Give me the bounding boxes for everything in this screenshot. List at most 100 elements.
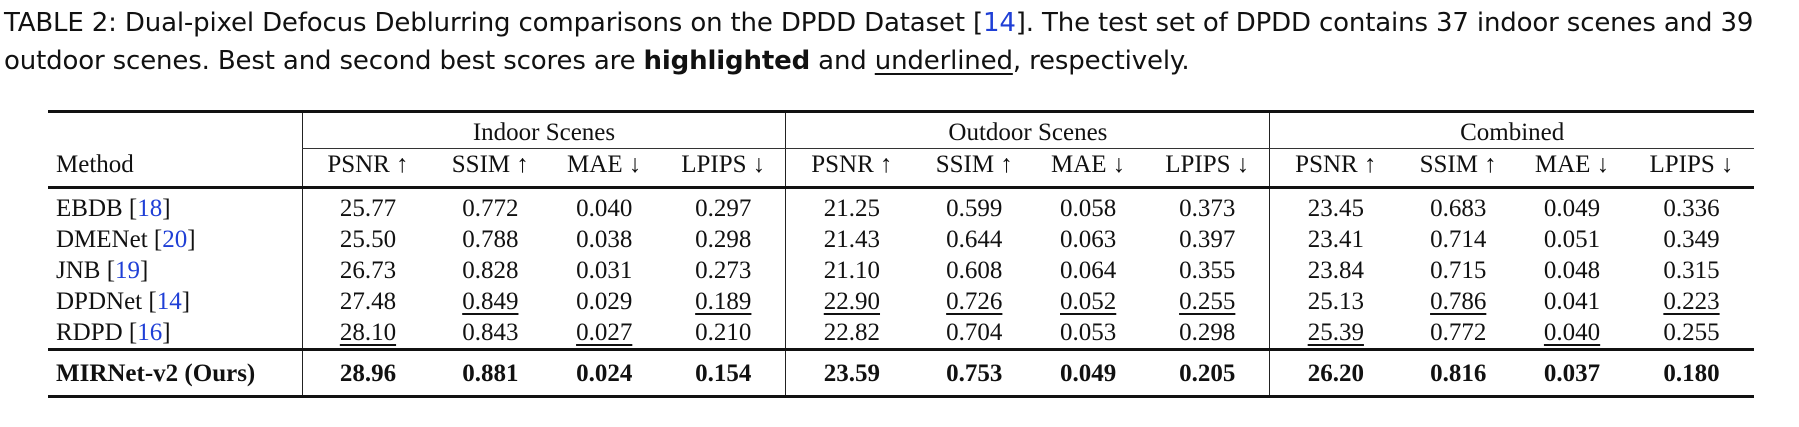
score-value: 0.849 <box>462 288 519 315</box>
score-value: 0.255 <box>1663 319 1720 346</box>
method-name: DMENet [20] <box>48 224 302 255</box>
score-value: 0.064 <box>1060 257 1117 284</box>
method-label: EBDB [ <box>56 195 138 222</box>
group-header-combined: Combined <box>1269 110 1754 149</box>
score-value: 0.704 <box>946 319 1003 346</box>
score-cell: 0.714 <box>1401 224 1515 255</box>
score-cell: 0.772 <box>433 186 548 224</box>
caption-text-4: , respectively. <box>1012 46 1190 76</box>
group-header-indoor: Indoor Scenes <box>301 110 786 149</box>
score-cell: 0.027 <box>547 317 661 350</box>
score-value: 22.90 <box>823 288 881 315</box>
score-cell: 0.052 <box>1031 286 1145 317</box>
score-value: 0.298 <box>1179 319 1236 346</box>
score-cell: 23.84 <box>1269 255 1402 286</box>
score-value: 25.39 <box>1307 319 1364 346</box>
score-cell: 25.77 <box>301 186 434 224</box>
metric-header-mae: MAE ↓ <box>1050 151 1126 178</box>
score-value: 0.041 <box>1543 288 1601 315</box>
score-cell: 0.608 <box>917 255 1031 286</box>
score-value: 0.223 <box>1663 288 1720 315</box>
method-header-spacer <box>48 110 303 149</box>
score-cell: 0.049 <box>1515 186 1629 224</box>
score-value: 0.297 <box>695 195 752 222</box>
citation-close: ] <box>162 319 171 346</box>
score-value: 0.772 <box>462 195 519 222</box>
score-cell-ours: 0.154 <box>661 348 786 397</box>
score-value: 0.355 <box>1179 257 1236 284</box>
table-row: EBDB [18] 25.77 0.772 0.040 0.297 21.25 0.599 0… <box>48 186 1754 224</box>
score-cell: 22.90 <box>785 286 918 317</box>
score-value: 23.84 <box>1307 257 1364 284</box>
caption-citation-link[interactable]: 14 <box>982 8 1016 38</box>
caption-text-3: and <box>810 46 875 76</box>
group-header-outdoor: Outdoor Scenes <box>785 110 1270 149</box>
score-cell: 0.273 <box>661 255 786 286</box>
score-cell: 22.82 <box>785 317 918 350</box>
metric-header-ssim: SSIM ↑ <box>451 151 529 178</box>
score-value: 0.349 <box>1663 226 1720 253</box>
score-value: 21.25 <box>823 195 881 222</box>
metric-header-ssim: SSIM ↑ <box>1419 151 1497 178</box>
score-cell-ours: 0.024 <box>547 348 662 397</box>
results-table: Indoor Scenes Outdoor Scenes Combined Me… <box>48 110 1754 398</box>
score-cell: 27.48 <box>301 286 434 317</box>
score-cell: 0.373 <box>1145 186 1270 224</box>
score-cell: 25.13 <box>1269 286 1402 317</box>
metric-header-row: Method PSNR ↑ SSIM ↑ MAE ↓ LPIPS ↓ PSNR … <box>48 148 1754 188</box>
score-cell-ours: 0.205 <box>1145 348 1270 397</box>
score-cell: 0.058 <box>1031 186 1146 224</box>
score-value: 0.063 <box>1060 226 1117 253</box>
score-value: 0.273 <box>695 257 752 284</box>
method-label: RDPD [ <box>56 319 138 346</box>
score-cell: 0.644 <box>917 224 1031 255</box>
caption-underlined-word: underlined <box>874 46 1013 76</box>
metric-header-lpips: LPIPS ↓ <box>1649 151 1734 178</box>
score-value: 0.828 <box>462 257 519 284</box>
score-cell: 0.726 <box>917 286 1031 317</box>
score-cell-ours: 0.816 <box>1401 348 1516 397</box>
table-row: DPDNet [14] 27.48 0.849 0.029 0.189 22.90 0.72… <box>48 286 1754 317</box>
score-cell: 0.041 <box>1515 286 1629 317</box>
score-value: 26.73 <box>339 257 397 284</box>
score-cell-ours: 28.96 <box>301 348 434 397</box>
score-value: 0.608 <box>946 257 1003 284</box>
score-cell: 0.040 <box>547 186 662 224</box>
citation-close: ] <box>181 288 191 315</box>
score-cell: 0.053 <box>1031 317 1145 350</box>
citation-link[interactable]: 18 <box>137 195 163 222</box>
score-cell: 21.43 <box>785 224 918 255</box>
score-value: 0.772 <box>1430 319 1487 346</box>
score-value: 28.10 <box>339 319 397 346</box>
method-label: DPDNet [ <box>56 288 157 315</box>
citation-link[interactable]: 19 <box>115 257 141 284</box>
method-label: DMENet [ <box>56 226 163 253</box>
caption-text-2: ]. The test set of DPDD contains 37 indo… <box>4 8 1754 76</box>
score-cell: 0.683 <box>1401 186 1516 224</box>
score-value: 0.040 <box>1543 319 1601 346</box>
score-cell: 21.25 <box>785 186 918 224</box>
group-header-row: Indoor Scenes Outdoor Scenes Combined <box>48 110 1754 149</box>
table-row: JNB [19] 26.73 0.828 0.031 0.273 21.10 0.608 0.… <box>48 255 1754 286</box>
score-cell: 0.255 <box>1629 317 1754 350</box>
score-value: 0.715 <box>1430 257 1487 284</box>
citation-link[interactable]: 20 <box>162 226 188 253</box>
score-cell: 26.73 <box>301 255 434 286</box>
score-cell: 0.349 <box>1629 224 1754 255</box>
method-name: JNB [19] <box>48 255 302 286</box>
score-cell: 28.10 <box>301 317 434 350</box>
score-value: 0.255 <box>1179 288 1236 315</box>
score-cell-ours: 0.881 <box>433 348 548 397</box>
score-value: 0.843 <box>462 319 519 346</box>
score-cell: 0.064 <box>1031 255 1145 286</box>
score-value: 0.040 <box>576 195 633 222</box>
citation-link[interactable]: 14 <box>156 288 182 315</box>
score-value: 0.058 <box>1060 195 1117 222</box>
score-cell: 23.45 <box>1269 186 1402 224</box>
metric-header-ssim: SSIM ↑ <box>935 151 1013 178</box>
method-name-ours: MIRNet-v2 (Ours) <box>48 348 303 397</box>
score-value: 25.13 <box>1307 288 1364 315</box>
score-cell: 23.41 <box>1269 224 1402 255</box>
caption-bold-word: highlighted <box>643 46 811 76</box>
citation-link[interactable]: 16 <box>137 319 163 346</box>
